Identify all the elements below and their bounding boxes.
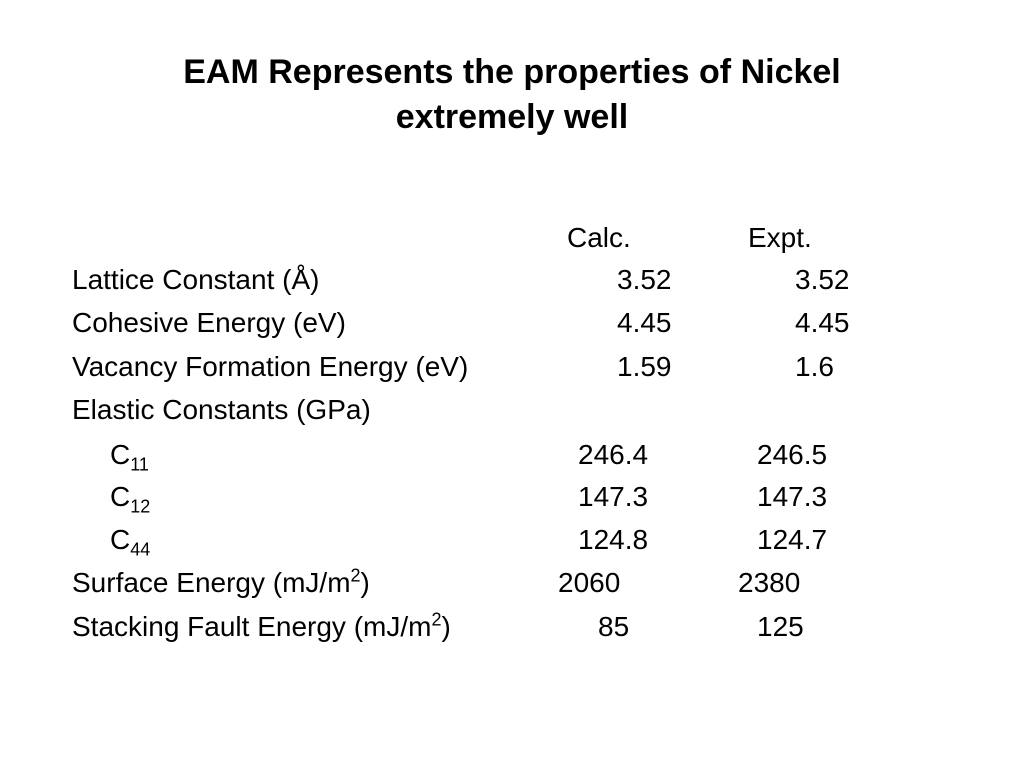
label-suffix: ) (441, 611, 451, 642)
row-label: Cohesive Energy (eV) (72, 306, 346, 340)
superscript: 2 (431, 609, 442, 630)
row-label: Surface Energy (mJ/m2) (72, 566, 370, 600)
row-label: Vacancy Formation Energy (eV) (72, 350, 468, 384)
row-label: C11 (110, 438, 149, 475)
column-header: Expt. (748, 222, 812, 253)
label-text: Elastic Constants (GPa) (72, 394, 371, 425)
row-label: C12 (110, 480, 151, 517)
expt-value: 1.6 (795, 351, 834, 382)
label-text: Vacancy Formation Energy (eV) (72, 351, 469, 382)
title-line: extremely well (395, 98, 629, 136)
label-text: Lattice Constant (Å) (72, 264, 320, 295)
expt-value: 124.7 (757, 524, 828, 555)
calc-value: 2060 (558, 567, 621, 598)
calc-value: 246.4 (578, 439, 649, 470)
expt-value: 246.5 (757, 439, 828, 470)
calc-value: 147.3 (578, 481, 649, 512)
row-label: Elastic Constants (GPa) (72, 393, 371, 427)
column-header: Calc. (567, 222, 631, 253)
calc-value: 1.59 (617, 351, 672, 382)
calc-value: 124.8 (578, 524, 649, 555)
subscript: 12 (130, 496, 151, 517)
slide-title: EAM Represents the properties of Nickel … (0, 50, 1024, 140)
expt-value: 4.45 (795, 307, 850, 338)
label-text: C (110, 439, 131, 470)
label-text: Stacking Fault Energy (mJ/m (72, 611, 432, 642)
expt-value: 147.3 (757, 481, 828, 512)
expt-value: 2380 (738, 567, 801, 598)
subscript: 11 (130, 454, 149, 475)
subscript: 44 (130, 539, 151, 560)
expt-value: 125 (757, 611, 804, 642)
label-text: C (110, 524, 131, 555)
row-label: C44 (110, 523, 151, 560)
superscript: 2 (350, 565, 361, 586)
label-suffix: ) (360, 567, 370, 598)
row-label: Stacking Fault Energy (mJ/m2) (72, 610, 451, 644)
expt-value: 3.52 (795, 264, 850, 295)
label-text: C (110, 481, 131, 512)
title-line: EAM Represents the properties of Nickel (183, 53, 841, 91)
label-text: Surface Energy (mJ/m (72, 567, 351, 598)
calc-value: 3.52 (617, 264, 672, 295)
calc-value: 85 (598, 611, 630, 642)
calc-value: 4.45 (617, 307, 672, 338)
label-text: Cohesive Energy (eV) (72, 307, 346, 338)
row-label: Lattice Constant (Å) (72, 263, 319, 297)
